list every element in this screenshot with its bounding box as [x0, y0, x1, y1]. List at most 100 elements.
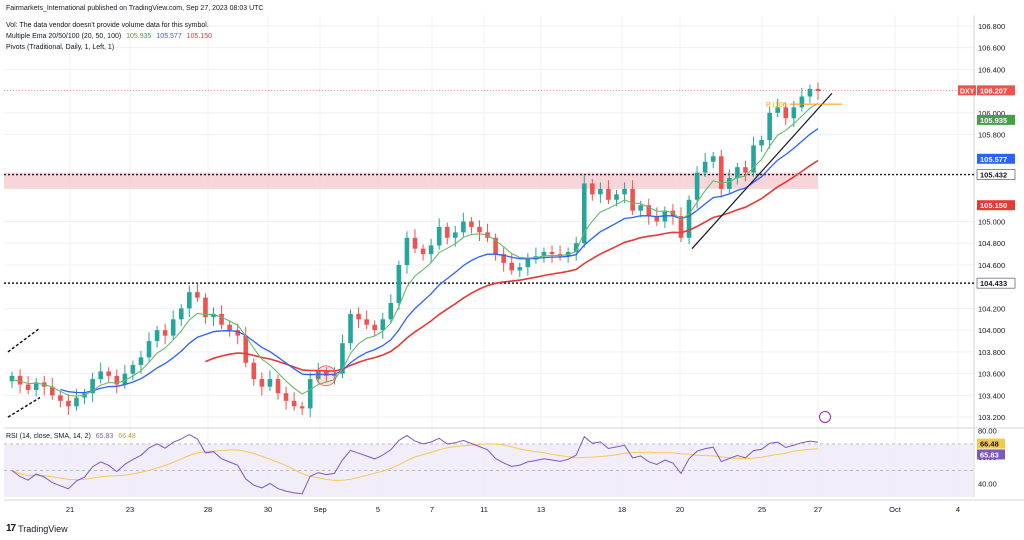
candle-body	[412, 237, 418, 249]
candle-body	[138, 357, 144, 365]
highlight-circle	[315, 365, 337, 387]
x-tick-label: 21	[66, 505, 74, 514]
rsi-value-tag	[977, 449, 1005, 460]
rsi-sma-line	[11, 443, 819, 481]
candle-body	[267, 379, 273, 387]
candle-body	[227, 324, 232, 331]
x-tick-label: 5	[376, 505, 380, 514]
candle-body	[428, 245, 434, 255]
candle-body	[58, 395, 63, 401]
candle-body	[646, 205, 652, 217]
candle-body	[710, 156, 716, 162]
candle-body	[90, 379, 95, 394]
candle-body	[315, 371, 321, 380]
symbol-tag	[958, 85, 976, 96]
candle-body	[74, 397, 79, 407]
channel-trendline	[7, 327, 41, 353]
candle-body	[630, 188, 635, 211]
rsi-tick-label: 80.00	[978, 427, 997, 436]
candle-body	[243, 335, 249, 363]
price-tag-box	[976, 277, 1016, 289]
candle-body	[622, 188, 627, 195]
price-tag-value: 106.207	[980, 86, 1007, 95]
candle-body	[283, 393, 289, 401]
x-tick-label: 25	[758, 505, 766, 514]
x-tick-label: Sep	[313, 505, 326, 514]
rsi-line	[11, 434, 819, 495]
volume-note: Vol: The data vendor doesn't provide vol…	[6, 22, 209, 29]
rsi-value: 65.83	[95, 433, 114, 440]
support-trendline	[691, 92, 833, 250]
x-tick-label: 30	[264, 505, 272, 514]
candle-body	[590, 183, 595, 195]
tradingview-logo[interactable]: 17 TradingView	[6, 523, 68, 534]
candle-body	[50, 386, 55, 396]
ema50-value: 105.577	[156, 33, 182, 40]
publisher-line: Fairmarkets_International published on T…	[6, 5, 264, 12]
pivot-label: P (106	[766, 102, 787, 109]
candle-body	[654, 216, 660, 222]
candle-body	[493, 237, 498, 255]
candle-body	[477, 226, 482, 233]
candle-body	[259, 379, 265, 387]
price-tag-box	[976, 169, 1016, 180]
pivots-legend: Pivots (Traditional, Daily, 1, Left, 1)	[6, 44, 115, 51]
candle-body	[815, 88, 821, 92]
y-tick-label: 103.800	[978, 348, 1005, 357]
candle-body	[702, 161, 708, 173]
candle-body	[372, 324, 377, 331]
candle-body	[759, 139, 764, 146]
candle-body	[420, 248, 426, 255]
candle-body	[98, 371, 103, 380]
rsi-value-tag-label: 66.48	[980, 440, 999, 449]
y-tick-label: 106.000	[978, 109, 1005, 118]
candle-body	[33, 382, 39, 390]
price-tag-box	[977, 85, 1015, 96]
candle-body	[614, 194, 619, 200]
candle-body	[573, 243, 579, 252]
x-tick-label: 7	[430, 505, 434, 514]
ema50-line	[60, 128, 819, 394]
x-tick-label: 27	[814, 505, 822, 514]
candle-body	[444, 226, 450, 238]
candle-body	[356, 313, 361, 320]
ema100-value: 105.150	[186, 33, 212, 40]
price-tag-value: 104.433	[980, 279, 1007, 288]
candle-body	[364, 319, 369, 325]
symbol-tag-label: DXY	[960, 88, 975, 95]
price-tag: 105.577	[977, 153, 1015, 164]
x-tick-label: 23	[126, 505, 134, 514]
candle-body	[525, 259, 531, 268]
candle-body	[396, 264, 402, 304]
y-tick-label: 106.800	[978, 22, 1005, 31]
candle-body	[791, 107, 797, 119]
y-tick-label: 106.600	[978, 44, 1005, 53]
y-tick-label: 104.200	[978, 304, 1005, 313]
tradingview-mark-icon: 17	[6, 523, 16, 534]
candle-body	[453, 232, 458, 238]
candle-body	[501, 254, 506, 263]
candle-body	[517, 267, 523, 271]
x-tick-label: 11	[480, 505, 488, 514]
candle-body	[178, 308, 184, 320]
candle-body	[130, 364, 136, 374]
candle-body	[219, 313, 224, 325]
ema-legend-label: Multiple Ema 20/50/100 (20, 50, 100)	[6, 33, 122, 40]
candle-body	[678, 216, 684, 238]
channel-trendline-lower	[7, 396, 41, 418]
x-tick-label: 4	[956, 505, 960, 514]
candle-body	[509, 262, 515, 271]
ema20-line	[11, 102, 819, 397]
y-tick-label: 103.400	[978, 391, 1005, 400]
candle-body	[251, 362, 257, 380]
ema100-line	[205, 159, 819, 372]
rsi-legend: RSI (14, close, SMA, 14, 2) 65.83 66.48	[6, 433, 139, 440]
price-tag: 105.432	[976, 169, 1016, 180]
candle-body	[195, 292, 200, 298]
candle-body	[549, 251, 555, 255]
x-tick-label: Oct	[889, 505, 902, 514]
y-tick-label: 105.800	[978, 131, 1005, 140]
resistance-zone	[4, 172, 818, 189]
candle-body	[66, 400, 71, 407]
